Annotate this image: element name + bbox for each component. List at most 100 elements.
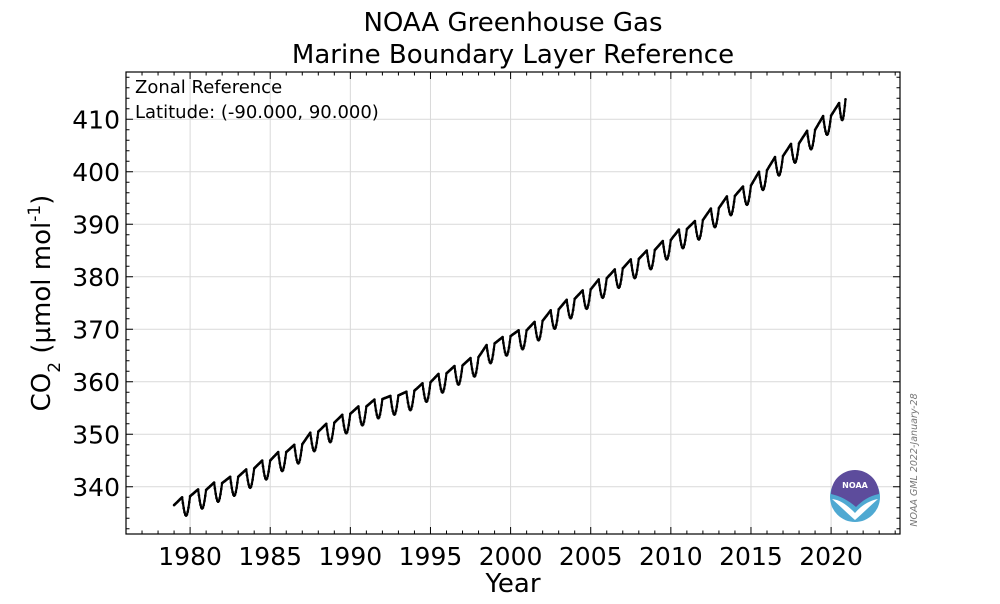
data-point <box>506 350 510 354</box>
data-point <box>774 161 778 165</box>
data-point <box>650 266 653 270</box>
data-point <box>716 217 719 221</box>
data-point <box>748 190 752 193</box>
data-point <box>244 468 248 471</box>
data-point <box>588 294 592 297</box>
data-point <box>230 486 234 490</box>
tick-layer: 1980 1985 1990 1995 2000 2005 2010 2015 2020 340 3… <box>72 72 900 571</box>
data-point <box>631 273 635 276</box>
data-point <box>406 401 410 404</box>
data-point <box>358 416 362 419</box>
data-point <box>235 486 238 490</box>
data-point <box>470 362 473 366</box>
data-point <box>796 153 799 156</box>
data-point <box>364 411 367 414</box>
data-point <box>760 185 763 188</box>
data-point <box>726 200 729 204</box>
data-point <box>823 125 826 129</box>
data-point <box>357 411 361 414</box>
data-point <box>203 499 206 503</box>
data-point <box>837 101 841 105</box>
data-point <box>391 409 395 413</box>
data-point <box>508 340 512 344</box>
data-point <box>780 160 784 164</box>
data-point <box>182 506 185 510</box>
data-point <box>732 205 735 209</box>
data-point <box>215 496 218 500</box>
data-point <box>199 503 202 507</box>
data-point <box>567 313 571 317</box>
data-point <box>746 202 750 206</box>
data-point <box>219 492 222 496</box>
data-point <box>663 250 666 254</box>
data-point <box>380 403 383 407</box>
data-point <box>839 115 843 119</box>
data-point <box>245 473 249 477</box>
data-point <box>842 114 845 117</box>
data-point <box>811 144 814 147</box>
data-point <box>662 245 665 249</box>
data-point <box>490 357 494 361</box>
data-point <box>475 367 479 370</box>
data-point <box>502 341 505 345</box>
data-point <box>362 420 366 424</box>
noaa-logo-wordmark: NOAA <box>842 481 868 490</box>
data-point <box>647 264 651 267</box>
data-point <box>197 494 201 497</box>
data-point <box>780 166 783 169</box>
data-point <box>196 488 200 491</box>
data-point <box>618 285 621 289</box>
data-point <box>313 448 317 452</box>
data-point <box>742 190 746 194</box>
data-point <box>826 132 830 136</box>
data-point <box>357 405 360 408</box>
data-point <box>407 405 411 409</box>
data-point <box>228 475 232 479</box>
data-point <box>636 263 640 267</box>
data-point <box>267 470 270 473</box>
data-point <box>551 324 555 327</box>
noaa-logo: NOAA <box>830 470 880 522</box>
data-point <box>229 481 233 484</box>
data-point <box>293 443 296 447</box>
data-point <box>790 148 794 151</box>
data-point <box>635 268 639 272</box>
data-point <box>329 439 333 443</box>
x-tick-label: 1990 <box>319 542 383 571</box>
data-point <box>502 346 506 350</box>
data-point <box>709 207 713 210</box>
data-point <box>822 120 826 124</box>
data-point <box>231 490 234 494</box>
data-point <box>629 258 633 261</box>
data-point <box>393 412 397 415</box>
data-point <box>507 346 511 349</box>
data-point <box>458 382 461 386</box>
data-point <box>214 492 217 496</box>
data-point <box>316 436 319 439</box>
data-point <box>682 245 685 249</box>
y-tick-label: 380 <box>72 263 120 292</box>
data-point <box>715 222 718 225</box>
data-point <box>186 510 189 514</box>
y-tick-label: 350 <box>72 420 120 449</box>
data-point <box>236 481 239 484</box>
data-point <box>297 461 301 464</box>
data-point <box>278 461 282 465</box>
data-point <box>423 397 427 400</box>
grid-layer <box>126 72 900 534</box>
data-point <box>796 148 800 151</box>
data-point <box>535 335 539 339</box>
data-point <box>603 288 607 291</box>
data-point <box>474 371 478 375</box>
data-point <box>458 379 462 383</box>
data-point <box>762 187 766 191</box>
data-point <box>185 513 189 516</box>
y-axis-title: CO2 (µmol mol-1) <box>25 195 65 412</box>
data-point <box>518 334 521 338</box>
data-point <box>411 400 415 404</box>
data-point <box>246 479 250 482</box>
data-point <box>453 364 456 368</box>
data-point <box>375 413 379 417</box>
data-point <box>300 448 303 452</box>
